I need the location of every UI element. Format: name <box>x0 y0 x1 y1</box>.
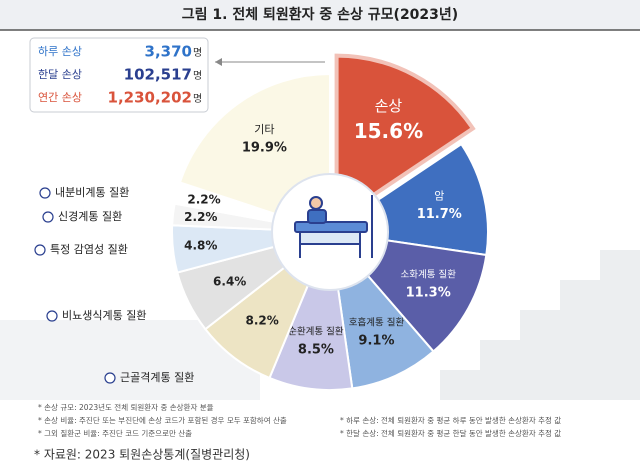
category-label: 내분비계통 질환 <box>55 186 129 199</box>
footnote: * 손상 규모: 2023년도 전체 퇴원환자 중 손상환자 분율 <box>38 402 214 412</box>
category-label: 근골격계통 질환 <box>120 371 194 384</box>
value-label: 6.4% <box>213 274 246 288</box>
value-label: 2.2% <box>184 210 217 224</box>
source: * 자료원: 2023 퇴원손상통계(질병관리청) <box>34 448 250 462</box>
value-label: 4.8% <box>184 239 217 253</box>
stats-box <box>29 37 209 113</box>
value-label: 15.6% <box>354 119 423 143</box>
category-label: 소화계통 질환 <box>400 268 456 280</box>
footnote: * 그외 질환군 비율: 주진단 코드 기준으로만 산출 <box>38 428 192 438</box>
value-label: 2.2% <box>187 192 220 206</box>
category-label: 특정 감염성 질환 <box>50 243 128 256</box>
value-label: 19.9% <box>242 141 287 156</box>
stat-value: 3,370 <box>145 43 192 61</box>
category-label: 신경계통 질환 <box>58 210 122 223</box>
stat-value: 102,517 <box>124 66 192 84</box>
footnotes: * 손상 규모: 2023년도 전체 퇴원환자 중 손상환자 분율 * 손상 비율… <box>38 402 561 438</box>
category-label: 호흡계통 질환 <box>349 316 405 328</box>
stat-unit: 명 <box>193 93 202 105</box>
stats: 하루 손상 3,370 명한달 손상 102,517 명연간 손상 1,230,202 명 <box>38 43 202 107</box>
pie-slice <box>334 53 476 224</box>
footnote: * 손상 비율: 주진단 또는 부진단에 손상 코드가 포함된 경우 모두 포함… <box>38 415 287 425</box>
stairs-decoration <box>400 250 640 400</box>
stat-unit: 명 <box>193 47 202 59</box>
title-band <box>0 0 640 30</box>
category-label: 비뇨생식계통 질환 <box>62 309 146 322</box>
footnote: * 한달 손상: 전체 퇴원환자 중 평균 한달 동안 발생한 손상환자 추정 … <box>340 428 561 438</box>
category-label: 순환계통 질환 <box>288 326 344 338</box>
legend-marker <box>42 211 54 223</box>
category-label: 기타 <box>254 123 274 136</box>
category-label: 손상 <box>375 97 403 115</box>
stat-unit: 명 <box>193 70 202 82</box>
legend-marker <box>46 310 58 322</box>
legend-marker <box>34 244 46 256</box>
value-label: 11.7% <box>417 207 462 222</box>
stat-label: 한달 손상 <box>38 68 82 81</box>
value-label: 9.1% <box>358 333 394 348</box>
stat-label: 연간 손상 <box>38 91 82 104</box>
value-label: 8.2% <box>245 314 278 328</box>
bed-icon <box>294 195 373 258</box>
value-label: 11.3% <box>406 285 451 300</box>
category-label: 암 <box>434 189 444 202</box>
footnote: * 하루 손상: 전체 퇴원환자 중 평균 하루 동안 발생한 손상환자 추정 … <box>340 415 561 425</box>
legend-marker <box>104 372 116 384</box>
legend-marker <box>39 187 51 199</box>
title: 그림 1. 전체 퇴원환자 중 손상 규모(2023년) <box>182 6 458 23</box>
stat-value: 1,230,202 <box>108 89 192 107</box>
value-label: 8.5% <box>298 343 334 358</box>
stats-arrow-head <box>215 58 222 66</box>
stat-label: 하루 손상 <box>38 44 82 58</box>
